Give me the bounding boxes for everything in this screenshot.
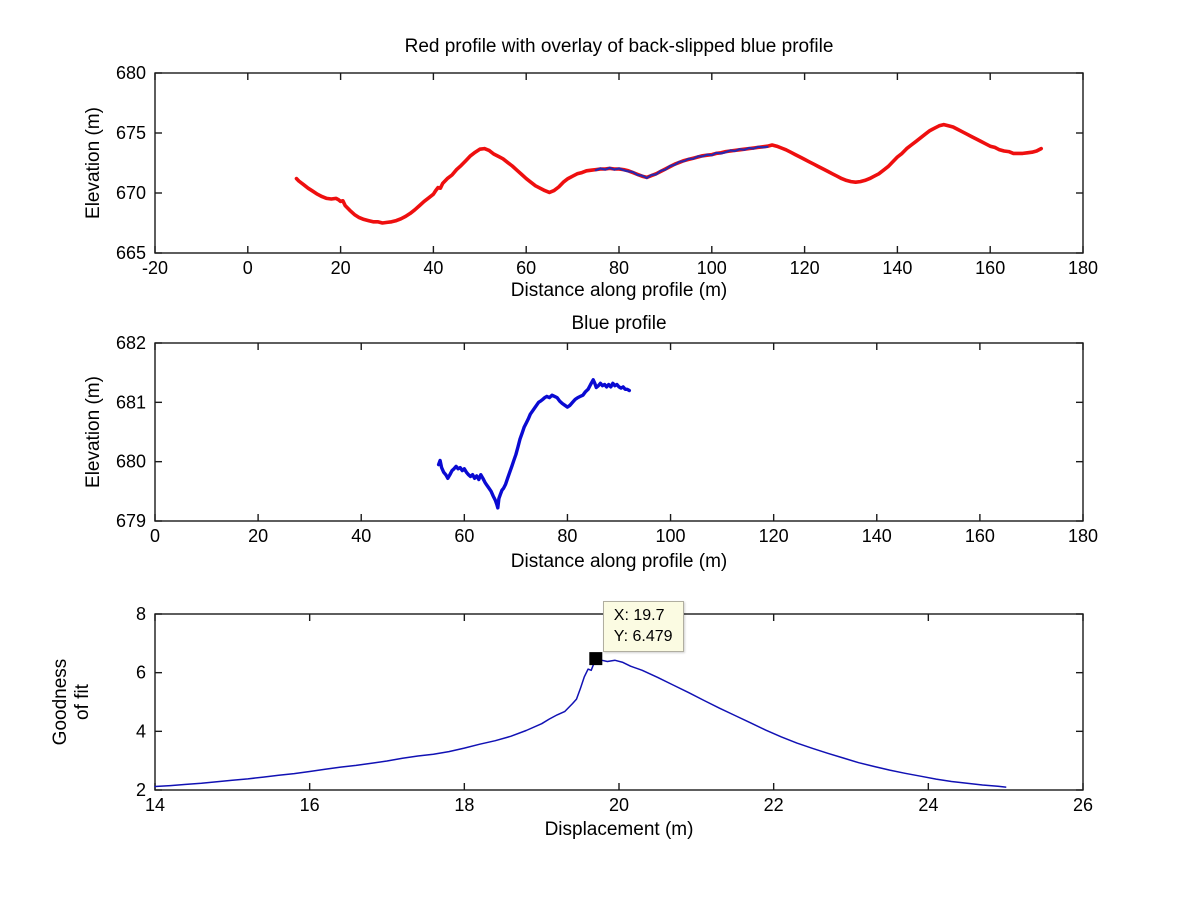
datatip-tooltip[interactable]: X: 19.7 Y: 6.479 (602, 600, 684, 652)
x-tick-label: 20 (248, 526, 268, 546)
x-tick-label: 20 (331, 258, 351, 278)
y-tick-label: 675 (116, 123, 146, 143)
bottom-plot-xlabel: Displacement (m) (544, 819, 694, 840)
x-tick-label: 14 (145, 795, 165, 815)
blue-profile[interactable] (436, 378, 631, 510)
x-tick-label: 0 (150, 526, 160, 546)
back-slipped-blue-profile[interactable] (594, 145, 769, 180)
x-tick-label: 140 (882, 258, 912, 278)
x-tick-label: 22 (764, 795, 784, 815)
y-tick-label: 670 (116, 183, 146, 203)
x-tick-label: 18 (454, 795, 474, 815)
x-tick-label: 80 (557, 526, 577, 546)
x-tick-label: 40 (423, 258, 443, 278)
x-tick-label: 16 (300, 795, 320, 815)
bottom-plot-ylabel-line1: Goodness (50, 658, 71, 746)
middle-plot-xlabel: Distance along profile (m) (510, 551, 728, 572)
x-tick-label: 0 (243, 258, 253, 278)
axes-box-middle (154, 342, 1084, 522)
top-plot-title: Red profile with overlay of back-slipped… (404, 36, 834, 57)
x-tick-label: 100 (697, 258, 727, 278)
middle-plot-title: Blue profile (571, 313, 667, 334)
y-tick-label: 680 (116, 452, 146, 472)
datatip-y-value: Y: 6.479 (613, 627, 673, 645)
x-tick-label: 120 (790, 258, 820, 278)
x-tick-label: 160 (975, 258, 1005, 278)
x-tick-label: 120 (759, 526, 789, 546)
x-tick-label: 180 (1068, 526, 1098, 546)
top-plot-xlabel: Distance along profile (m) (510, 280, 728, 301)
y-tick-label: 665 (116, 243, 146, 263)
x-tick-label: 26 (1073, 795, 1093, 815)
top-plot-ylabel: Elevation (m) (83, 107, 104, 219)
goodness-of-fit-curve[interactable] (154, 657, 1007, 788)
y-tick-label: 8 (136, 604, 146, 624)
x-tick-label: 60 (454, 526, 474, 546)
x-tick-label: 160 (965, 526, 995, 546)
middle-plot-ylabel: Elevation (m) (83, 376, 104, 488)
datatip-marker[interactable] (589, 652, 603, 666)
y-tick-label: 4 (136, 721, 146, 741)
x-tick-label: 180 (1068, 258, 1098, 278)
red-profile[interactable] (294, 122, 1043, 225)
bottom-plot-ylabel: Goodness of fit (50, 626, 94, 778)
x-tick-label: 60 (516, 258, 536, 278)
x-tick-label: 24 (918, 795, 938, 815)
y-tick-label: 2 (136, 780, 146, 800)
subplot-middle: 0 20 40 60 80 100 120 140 160 180 679 680 681 682 (116, 333, 1098, 546)
subplot-top: -20 0 20 40 60 80 100 120 140 160 180 665 670 675 680 (116, 63, 1098, 278)
x-tick-label: 100 (656, 526, 686, 546)
x-tick-label: 20 (609, 795, 629, 815)
datatip-x-value: X: 19.7 (613, 606, 665, 624)
x-tick-label: 140 (862, 526, 892, 546)
y-tick-label: 679 (116, 511, 146, 531)
y-tick-label: 681 (116, 392, 146, 412)
bottom-plot-ylabel-line2: of fit (72, 684, 93, 720)
x-tick-label: 80 (609, 258, 629, 278)
x-tick-label: 40 (351, 526, 371, 546)
y-tick-label: 6 (136, 663, 146, 683)
y-tick-label: 682 (116, 333, 146, 353)
x-tick-label: -20 (142, 258, 168, 278)
axes-box-top (154, 72, 1084, 254)
y-tick-label: 680 (116, 63, 146, 83)
